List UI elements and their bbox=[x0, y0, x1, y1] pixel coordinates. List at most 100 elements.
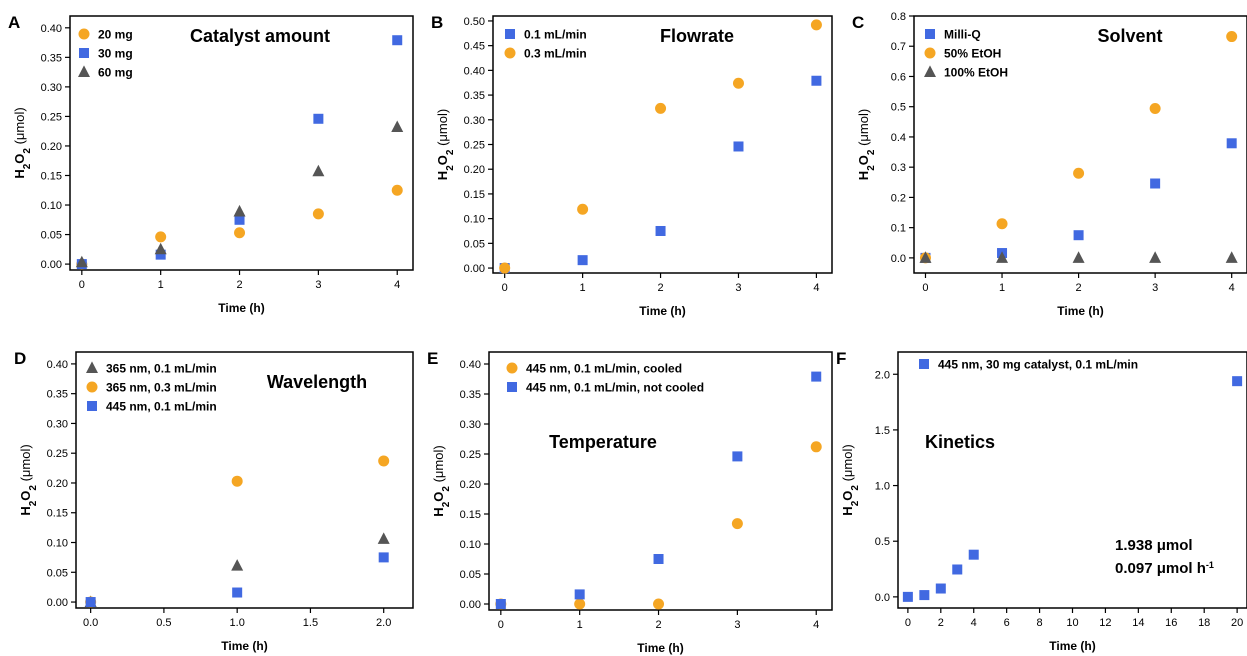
x-tick-label: 0 bbox=[905, 617, 911, 629]
y-tick-label: 0.2 bbox=[891, 192, 906, 204]
y-tick-label: 0.40 bbox=[464, 65, 485, 77]
x-tick-label: 18 bbox=[1198, 617, 1210, 629]
y-tick-label: 0.25 bbox=[41, 111, 62, 123]
series-1 bbox=[902, 376, 1243, 602]
y-tick-label: 0.50 bbox=[464, 16, 485, 28]
y-tick-label: 0.05 bbox=[464, 238, 485, 250]
data-point bbox=[574, 589, 585, 600]
x-tick-label: 2 bbox=[657, 282, 663, 294]
legend: 0.1 mL/min 0.3 mL/min bbox=[504, 28, 587, 61]
data-point bbox=[811, 371, 822, 382]
data-point bbox=[1150, 178, 1161, 189]
y-axis-label: H2O2 (μmol) bbox=[12, 107, 33, 178]
data-point bbox=[232, 587, 243, 598]
data-point bbox=[733, 141, 744, 152]
data-point bbox=[377, 532, 390, 544]
x-tick-label: 2.0 bbox=[376, 617, 391, 629]
x-tick-label: 1 bbox=[577, 619, 583, 631]
data-point bbox=[392, 35, 403, 46]
x-tick-label: 0 bbox=[922, 282, 928, 294]
legend-label: 0.1 mL/min bbox=[524, 28, 587, 42]
data-point bbox=[231, 475, 243, 487]
data-point bbox=[391, 184, 403, 196]
panel-letter: F bbox=[836, 349, 846, 368]
x-tick-label: 14 bbox=[1132, 617, 1144, 629]
x-tick-label: 12 bbox=[1099, 617, 1111, 629]
y-axis-label: H2O2 (μmol) bbox=[840, 444, 861, 515]
legend-label: 100% EtOH bbox=[944, 66, 1008, 80]
data-point bbox=[655, 102, 667, 114]
panel-letter: D bbox=[14, 349, 26, 368]
data-point bbox=[1149, 251, 1162, 263]
y-tick-label: 0.05 bbox=[41, 230, 62, 242]
legend-marker bbox=[78, 28, 90, 40]
series-2 bbox=[495, 371, 822, 609]
legend-label: 50% EtOH bbox=[944, 47, 1001, 61]
data-point bbox=[75, 255, 88, 268]
legend-label: 445 nm, 30 mg catalyst, 0.1 mL/min bbox=[938, 358, 1138, 372]
y-tick-label: 0.20 bbox=[47, 478, 68, 490]
x-tick-label: 2 bbox=[1076, 282, 1082, 294]
plot-frame bbox=[913, 15, 1247, 274]
legend-label: Milli-Q bbox=[944, 28, 981, 42]
y-tick-label: 0.6 bbox=[891, 71, 906, 83]
legend-label: 445 nm, 0.1 mL/min, not cooled bbox=[526, 381, 704, 395]
data-point bbox=[731, 518, 743, 530]
data-point bbox=[155, 231, 167, 243]
x-tick-label: 0 bbox=[79, 279, 85, 291]
y-tick-label: 0.00 bbox=[464, 263, 485, 275]
x-tick-label: 2 bbox=[655, 619, 661, 631]
data-point bbox=[234, 227, 246, 239]
panel-letter: E bbox=[427, 349, 438, 368]
x-tick-label: 3 bbox=[735, 282, 741, 294]
data-point bbox=[574, 598, 586, 610]
data-point bbox=[919, 251, 932, 263]
y-tick-label: 0.4 bbox=[891, 132, 906, 144]
y-tick-label: 0.30 bbox=[460, 419, 481, 431]
data-point bbox=[577, 255, 588, 266]
panel-letter: B bbox=[431, 13, 443, 32]
x-tick-label: 4 bbox=[971, 617, 977, 629]
x-tick-label: 0.0 bbox=[83, 617, 98, 629]
x-tick-label: 0 bbox=[498, 619, 504, 631]
y-tick-label: 0.40 bbox=[41, 23, 62, 35]
data-point bbox=[231, 559, 244, 571]
x-axis-label: Time (h) bbox=[1049, 639, 1095, 653]
y-tick-label: 0.00 bbox=[47, 597, 68, 609]
data-point bbox=[577, 203, 589, 215]
data-point bbox=[378, 455, 390, 467]
y-tick-label: 0.20 bbox=[41, 141, 62, 153]
x-tick-label: 0.5 bbox=[156, 617, 171, 629]
chart-title: Temperature bbox=[549, 432, 657, 452]
series-1 bbox=[920, 138, 1237, 263]
legend-label: 365 nm, 0.3 mL/min bbox=[106, 381, 217, 395]
x-tick-label: 3 bbox=[1152, 282, 1158, 294]
y-tick-label: 0.35 bbox=[460, 389, 481, 401]
data-point bbox=[154, 242, 167, 255]
data-point bbox=[732, 451, 743, 462]
legend: 20 mg 30 mg 60 mg bbox=[78, 28, 133, 80]
data-point bbox=[1149, 103, 1161, 115]
y-tick-label: 0.30 bbox=[41, 82, 62, 94]
x-tick-label: 10 bbox=[1066, 617, 1078, 629]
chart-title: Wavelength bbox=[267, 372, 367, 392]
data-point bbox=[313, 113, 324, 124]
annotation-rate: 0.097 μmol h-1 bbox=[1115, 560, 1214, 577]
data-point bbox=[653, 554, 664, 564]
chart-title: Flowrate bbox=[660, 26, 734, 46]
data-point bbox=[312, 208, 324, 220]
legend: 445 nm, 0.1 mL/min, cooled 445 nm, 0.1 mL… bbox=[506, 362, 704, 395]
y-tick-label: 0.8 bbox=[891, 11, 906, 23]
x-axis-label: Time (h) bbox=[218, 301, 264, 315]
data-point bbox=[499, 262, 511, 274]
panel-e: E 0 1 2 3 4 0.00 0.05 0.10 0.15 0.20 0.25 0.30 0.35 0.… bbox=[427, 349, 833, 655]
data-point bbox=[811, 75, 822, 86]
y-tick-label: 0.45 bbox=[464, 41, 485, 53]
y-axis-label: H2O2 (μmol) bbox=[431, 445, 452, 516]
data-point bbox=[935, 583, 946, 594]
series-1 bbox=[495, 441, 822, 610]
x-tick-label: 4 bbox=[813, 282, 819, 294]
legend-marker bbox=[924, 65, 936, 77]
data-point bbox=[495, 599, 506, 609]
x-tick-label: 2 bbox=[938, 617, 944, 629]
